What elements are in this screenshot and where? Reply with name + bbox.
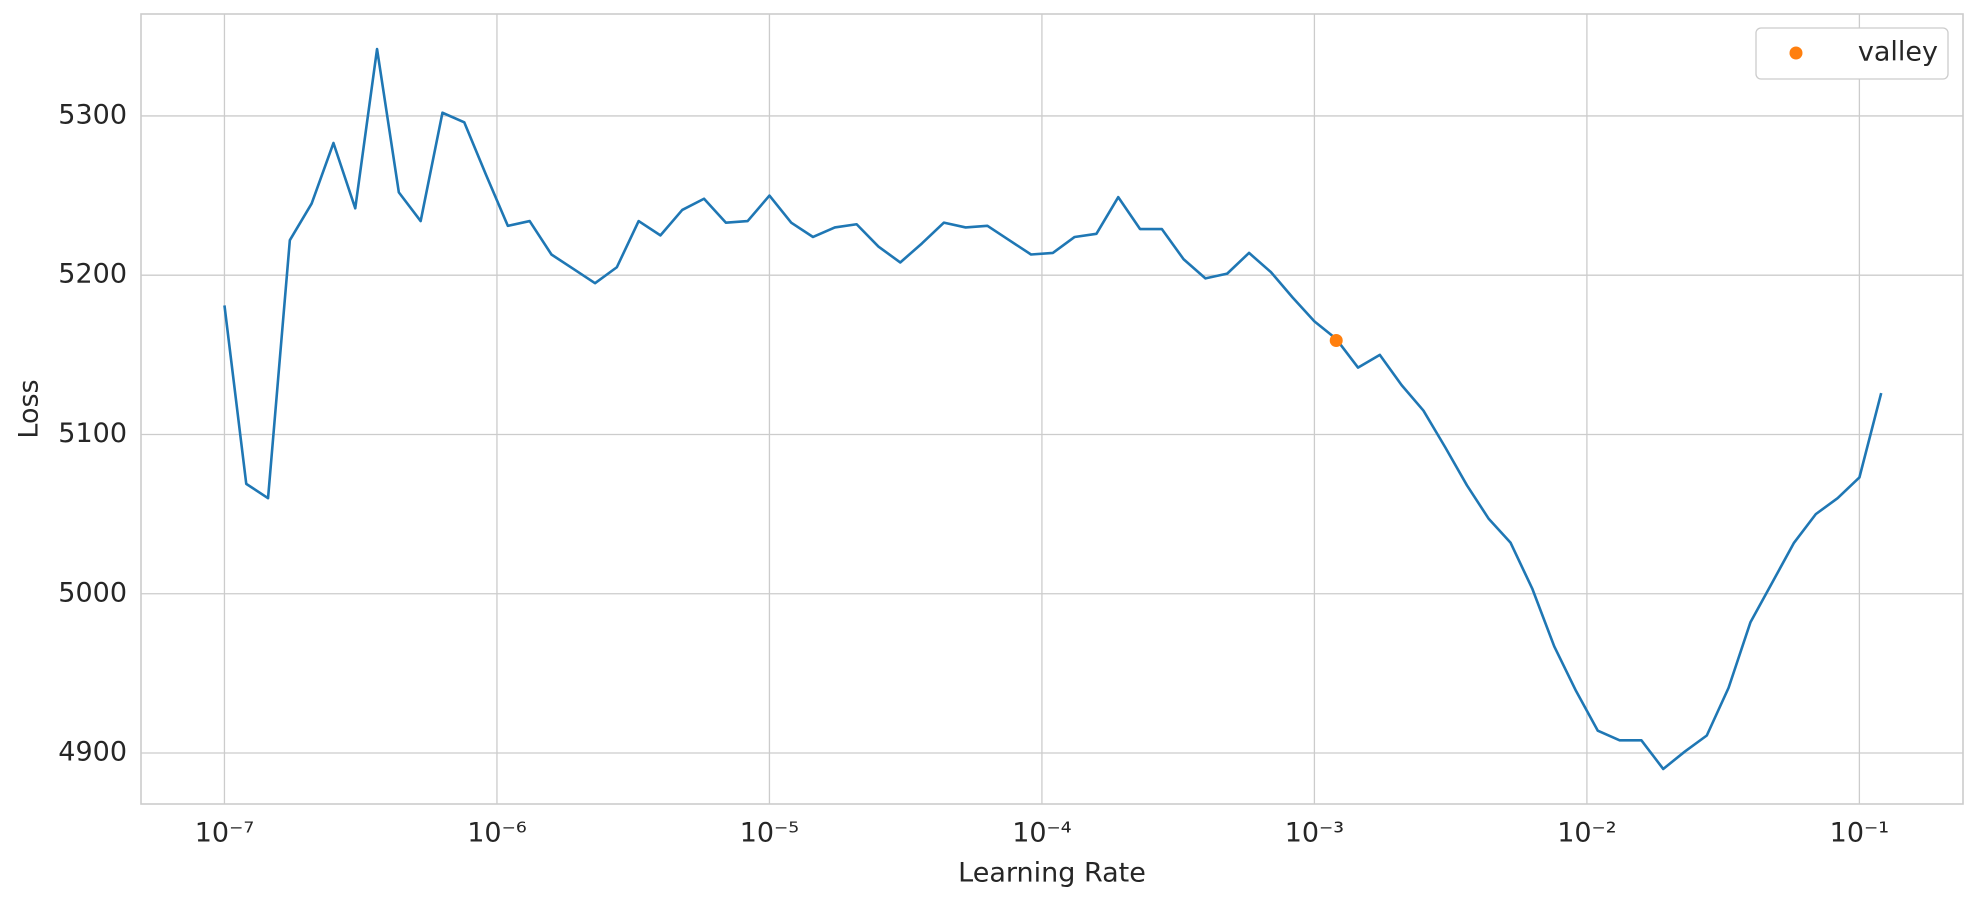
legend-label: valley [1858,37,1938,68]
y-tick-label: 5200 [58,259,127,290]
x-axis-label: Learning Rate [958,858,1146,889]
x-tick-label: 10⁻⁷ [195,818,254,849]
axes-frame [140,13,1964,805]
x-tick-label: 10⁻⁵ [740,818,799,849]
y-axis-label: Loss [14,379,45,438]
y-tick-label: 4900 [58,737,127,768]
x-tick-label: 10⁻⁶ [467,818,526,849]
y-tick-label: 5100 [58,418,127,449]
y-tick-label: 5300 [58,99,127,130]
loss-line [223,47,1883,771]
x-tick-label: 10⁻⁴ [1012,818,1071,849]
legend-box [1755,27,1949,80]
y-tick-label: 5000 [58,577,127,608]
legend-marker [1789,46,1803,60]
x-tick-label: 10⁻³ [1285,818,1344,849]
valley-marker [1329,334,1343,348]
legend: valley [1755,27,1949,80]
x-tick-label: 10⁻¹ [1830,818,1889,849]
x-tick-label: 10⁻² [1557,818,1616,849]
